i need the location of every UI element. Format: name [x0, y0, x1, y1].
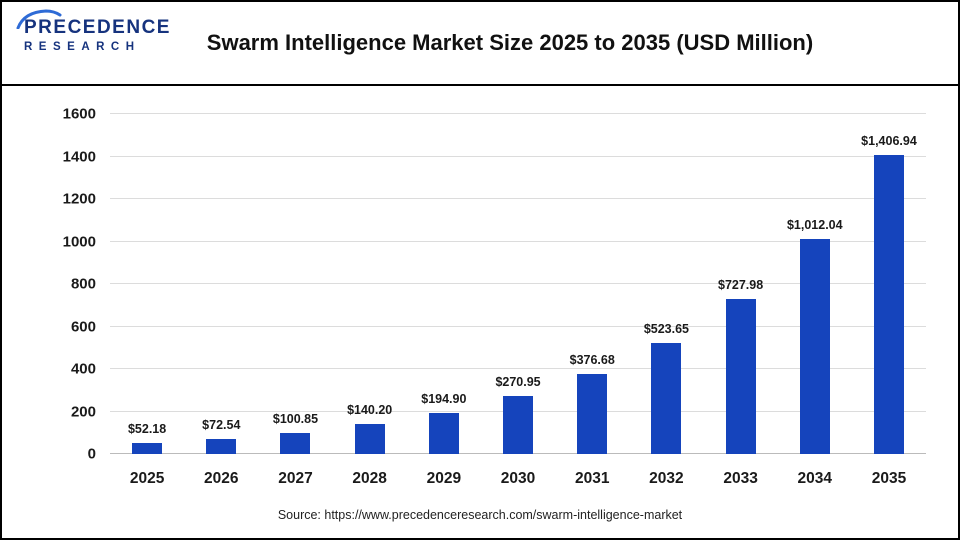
y-tick-label: 600 [70, 318, 96, 335]
x-tick-label: 2029 [426, 470, 462, 487]
gridline [110, 155, 926, 157]
bar-value-label: $270.95 [495, 375, 541, 390]
bar-2032 [651, 342, 682, 454]
gridline [110, 283, 926, 284]
bar-2029 [428, 412, 459, 454]
bar-column-2027: $100.85 2027 [258, 114, 332, 487]
bar-column-2032: $523.65 2032 [629, 114, 703, 487]
bar-2031 [577, 373, 608, 454]
bar-column-2033: $727.98 2033 [704, 114, 778, 487]
logo-text-research: RESEARCH [24, 41, 141, 53]
y-tick-label: 800 [70, 275, 96, 293]
x-tick-label: 2027 [278, 470, 313, 487]
y-tick-label: 400 [70, 360, 96, 378]
gridline [110, 325, 926, 327]
bar-column-2031: $376.68 2031 [555, 114, 629, 487]
x-tick-label: 2025 [129, 470, 165, 487]
x-tick-label: 2026 [204, 470, 239, 487]
bar-chart: 0 200 400 600 800 1000 1200 1400 1600 $52.18 2025 $… [2, 86, 958, 536]
y-tick-label: 1000 [62, 233, 96, 250]
bar-2033 [725, 299, 756, 454]
bar-value-label: $52.18 [127, 421, 167, 436]
bar-column-2030: $270.95 2030 [481, 114, 555, 487]
bar-value-label: $100.85 [272, 411, 319, 426]
y-tick-label: 1400 [62, 148, 96, 165]
bars-container: $52.18 2025 $72.54 2026 $100.85 2027 $140.20 20… [110, 114, 926, 487]
x-tick-label: 2034 [797, 470, 833, 487]
y-tick-label: 200 [70, 403, 96, 420]
bar-value-label: $72.54 [202, 417, 241, 432]
source-text: Source: https://www.precedenceresearch.c… [277, 508, 683, 522]
y-tick-label: 1600 [62, 105, 96, 123]
bar-value-label: $523.65 [643, 321, 689, 336]
precedence-research-logo: PRECEDENCE RESEARCH [16, 9, 171, 54]
bar-2028 [354, 424, 385, 454]
bar-value-label: $1,406.94 [861, 134, 917, 149]
gridline [110, 368, 926, 369]
logo-text-precedence: PRECEDENCE [24, 17, 171, 38]
bar-column-2028: $140.20 2028 [333, 114, 407, 487]
x-tick-label: 2035 [871, 470, 907, 487]
y-tick-label: 1200 [62, 190, 96, 208]
bar-value-label: $376.68 [569, 352, 615, 367]
gridline [110, 198, 926, 199]
x-tick-label: 2031 [574, 470, 610, 487]
bar-column-2025: $52.18 2025 [110, 114, 184, 487]
bar-column-2035: $1,406.94 2035 [852, 114, 926, 487]
bar-2035 [873, 155, 904, 454]
bar-2027 [280, 432, 311, 454]
bar-value-label: $140.20 [347, 403, 393, 418]
x-tick-label: 2032 [649, 470, 684, 487]
bar-value-label: $194.90 [421, 391, 467, 406]
bar-value-label: $1,012.04 [786, 217, 843, 232]
chart-header: PRECEDENCE RESEARCH Swarm Intelligence M… [2, 2, 958, 86]
chart-title: Swarm Intelligence Market Size 2025 to 2… [206, 30, 814, 55]
x-tick-label: 2033 [723, 470, 758, 487]
y-tick-label: 0 [87, 445, 96, 463]
bar-2030 [503, 396, 534, 454]
bar-value-label: $727.98 [718, 278, 764, 293]
gridline [110, 240, 926, 242]
x-tick-label: 2028 [352, 470, 387, 487]
bar-column-2026: $72.54 2026 [184, 114, 258, 487]
x-tick-label: 2030 [500, 470, 536, 487]
bar-2026 [206, 438, 237, 454]
plot-area: 0 200 400 600 800 1000 1200 1400 1600 $52.18 2025 $… [63, 106, 926, 487]
bar-2025 [132, 442, 163, 454]
bar-column-2029: $194.90 2029 [407, 114, 481, 487]
gridline [110, 113, 926, 114]
bar-2034 [799, 238, 830, 454]
bar-column-2034: $1,012.04 2034 [778, 114, 852, 487]
